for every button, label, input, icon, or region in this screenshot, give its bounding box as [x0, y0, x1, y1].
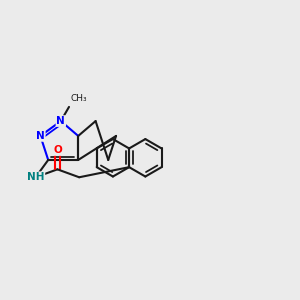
Text: N: N — [56, 116, 65, 126]
Text: CH₃: CH₃ — [70, 94, 87, 103]
Text: NH: NH — [27, 172, 44, 182]
Text: N: N — [36, 131, 45, 141]
Text: O: O — [53, 145, 62, 155]
